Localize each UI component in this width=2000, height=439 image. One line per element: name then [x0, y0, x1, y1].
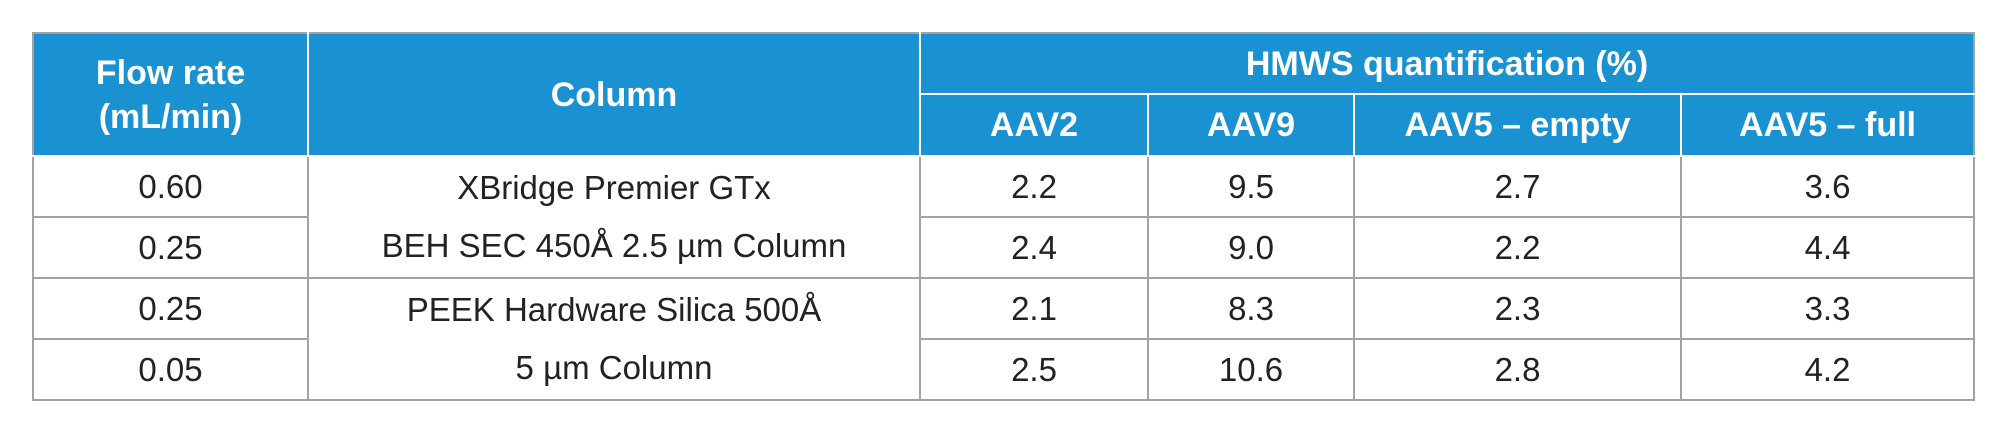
- flow-rate-cell: 0.25: [32, 277, 309, 340]
- value-cell-aav5-empty: 2.7: [1353, 155, 1682, 218]
- sample-header-aav2: AAV2: [919, 93, 1149, 157]
- value-cell-aav2: 2.1: [919, 277, 1149, 340]
- flow-rate-cell: 0.60: [32, 155, 309, 218]
- column-cell-xbridge: XBridge Premier GTx BEH SEC 450Å 2.5 µm …: [307, 155, 921, 279]
- header-row-2: AAV2 AAV9 AAV5 – empty AAV5 – full: [33, 93, 1976, 157]
- table-row: 0.60 XBridge Premier GTx BEH SEC 450Å 2.…: [32, 155, 1976, 279]
- value-cell-aav5-empty: 2.3: [1353, 277, 1682, 340]
- flow-rate-header-line-2: (mL/min): [98, 97, 243, 136]
- column-name-line-1: XBridge Premier GTx: [457, 169, 771, 206]
- value-cell-aav5-empty: 2.8: [1353, 338, 1682, 401]
- sample-header-aav5-full: AAV5 – full: [1679, 93, 1976, 157]
- flow-rate-header-line-1: Flow rate: [95, 53, 246, 92]
- table-row: 0.05 2.5 10.6 2.8 4.2: [32, 338, 1976, 401]
- value-cell-aav5-full: 4.4: [1679, 216, 1976, 279]
- table-row: 0.25 PEEK Hardware Silica 500Å 5 µm Colu…: [32, 277, 1976, 401]
- value-cell-aav9: 10.6: [1147, 338, 1355, 401]
- hmws-header: HMWS quantification (%): [918, 32, 1976, 95]
- value-cell-aav5-empty: 2.2: [1353, 216, 1682, 279]
- value-cell-aav9: 9.0: [1147, 216, 1355, 279]
- column-name-line-1: PEEK Hardware Silica 500Å: [406, 291, 822, 328]
- flow-rate-cell: 0.25: [32, 216, 309, 279]
- flow-rate-cell: 0.05: [32, 338, 309, 401]
- sample-header-aav9: AAV9: [1147, 93, 1355, 157]
- value-cell-aav5-full: 3.3: [1679, 277, 1976, 340]
- value-cell-aav5-full: 3.6: [1679, 155, 1976, 218]
- column-header: Column: [307, 32, 921, 157]
- header-row-1: Flow rate (mL/min) Column HMWS quantific…: [32, 32, 1976, 157]
- table-row: 0.25 2.4 9.0 2.2 4.4: [32, 216, 1976, 279]
- column-name-line-2: BEH SEC 450Å 2.5 µm Column: [381, 227, 847, 264]
- value-cell-aav9: 9.5: [1147, 155, 1355, 218]
- hmws-table: Flow rate (mL/min) Column HMWS quantific…: [32, 32, 1976, 401]
- column-cell-peek: PEEK Hardware Silica 500Å 5 µm Column: [307, 277, 921, 401]
- value-cell-aav2: 2.2: [919, 155, 1149, 218]
- value-cell-aav9: 8.3: [1147, 277, 1355, 340]
- column-name-line-2: 5 µm Column: [515, 349, 713, 386]
- sample-header-aav5-empty: AAV5 – empty: [1353, 93, 1682, 157]
- value-cell-aav5-full: 4.2: [1679, 338, 1976, 401]
- value-cell-aav2: 2.5: [919, 338, 1149, 401]
- flow-rate-header: Flow rate (mL/min): [32, 32, 309, 157]
- value-cell-aav2: 2.4: [919, 216, 1149, 279]
